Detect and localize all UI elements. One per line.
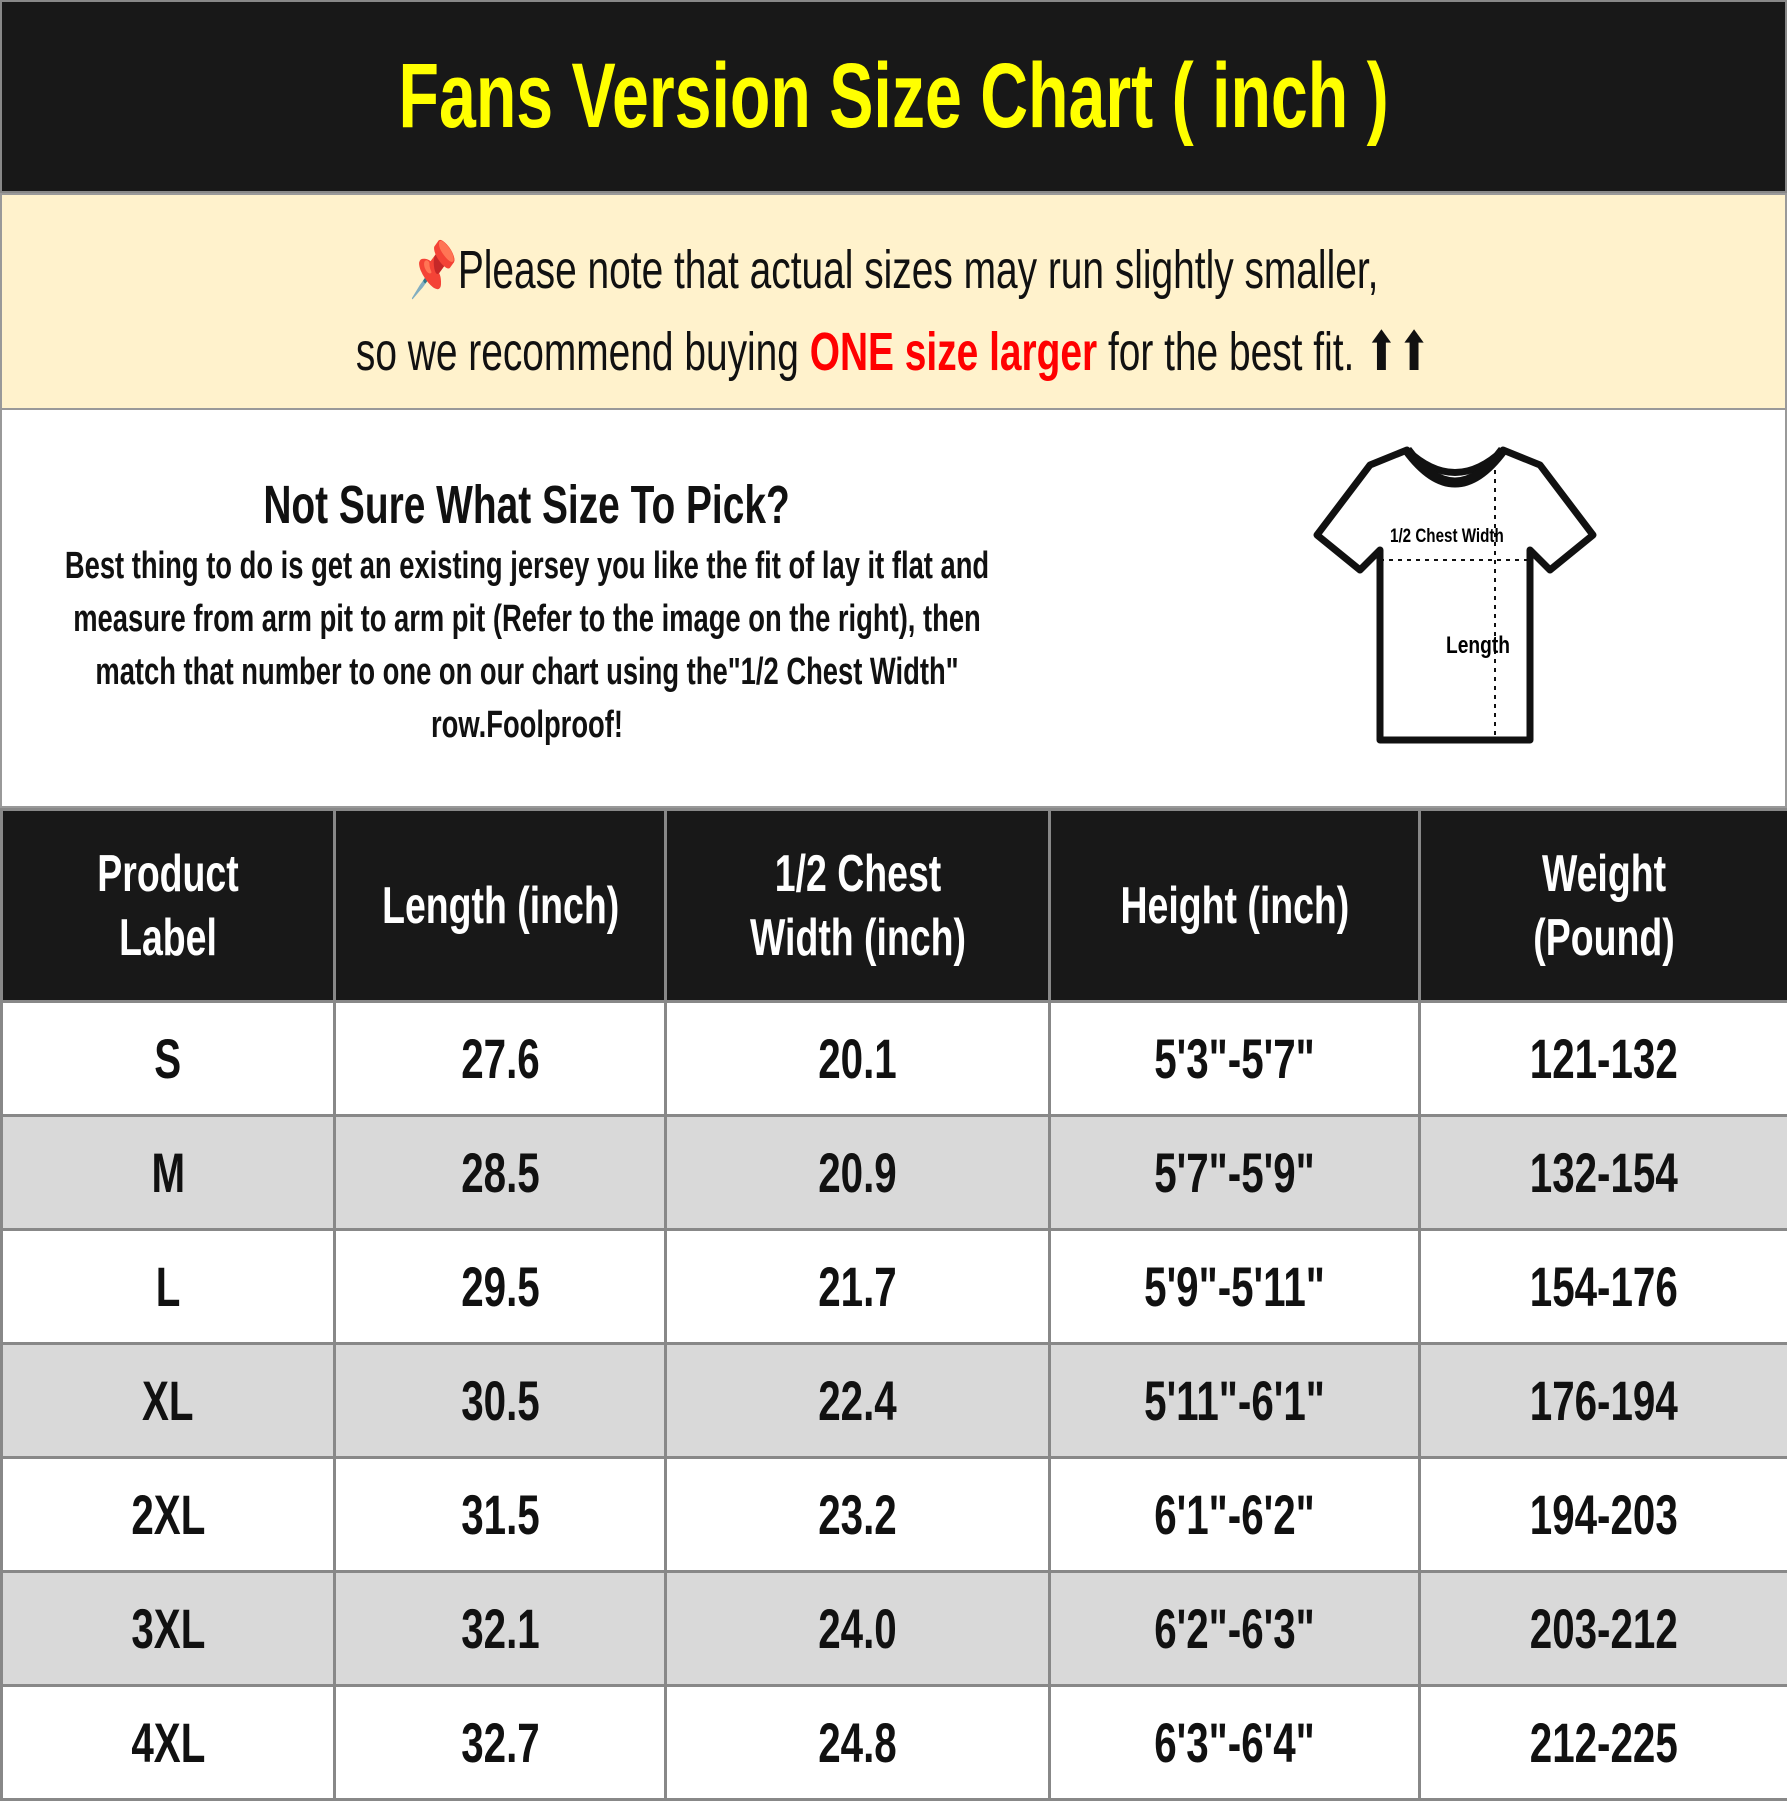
cell-length: 30.5 (335, 1344, 666, 1458)
cell-size: XL (2, 1344, 335, 1458)
cell-size: 3XL (2, 1572, 335, 1686)
cell-chest-width: 23.2 (666, 1458, 1050, 1572)
guide-body: Best thing to do is get an existing jers… (30, 540, 1024, 752)
header-weight: Weight (Pound) (1420, 810, 1787, 1002)
guide-heading: Not Sure What Size To Pick? (264, 470, 790, 540)
up-arrows-icon: ⬆⬆ (1366, 322, 1431, 382)
cell-weight: 132-154 (1420, 1116, 1787, 1230)
length-label: Length (1446, 631, 1510, 659)
cell-length: 32.1 (335, 1572, 666, 1686)
size-note: 📌Please note that actual sizes may run s… (0, 193, 1787, 410)
pushpin-icon: 📌 (409, 240, 457, 300)
cell-size: M (2, 1116, 335, 1230)
cell-weight: 121-132 (1420, 1002, 1787, 1116)
cell-size: S (2, 1002, 335, 1116)
tshirt-diagram-icon: 1/2 Chest Width Length (1310, 440, 1600, 750)
cell-height: 5'11"-6'1" (1050, 1344, 1420, 1458)
cell-chest-width: 24.0 (666, 1572, 1050, 1686)
cell-chest-width: 20.9 (666, 1116, 1050, 1230)
cell-length: 32.7 (335, 1686, 666, 1800)
cell-height: 5'7"-5'9" (1050, 1116, 1420, 1230)
cell-length: 31.5 (335, 1458, 666, 1572)
page-title: Fans Version Size Chart ( inch ) (0, 0, 1787, 193)
cell-height: 5'3"-5'7" (1050, 1002, 1420, 1116)
cell-chest-width: 24.8 (666, 1686, 1050, 1800)
cell-size: 4XL (2, 1686, 335, 1800)
cell-height: 6'3"-6'4" (1050, 1686, 1420, 1800)
cell-size: L (2, 1230, 335, 1344)
cell-chest-width: 20.1 (666, 1002, 1050, 1116)
cell-length: 28.5 (335, 1116, 666, 1230)
header-height: Height (inch) (1050, 810, 1420, 1002)
cell-weight: 212-225 (1420, 1686, 1787, 1800)
cell-chest-width: 21.7 (666, 1230, 1050, 1344)
cell-weight: 203-212 (1420, 1572, 1787, 1686)
cell-height: 5'9"-5'11" (1050, 1230, 1420, 1344)
cell-length: 27.6 (335, 1002, 666, 1116)
header-product-label: Product Label (2, 810, 335, 1002)
cell-height: 6'2"-6'3" (1050, 1572, 1420, 1686)
header-length: Length (inch) (335, 810, 666, 1002)
cell-weight: 194-203 (1420, 1458, 1787, 1572)
chest-width-label: 1/2 Chest Width (1390, 524, 1504, 546)
size-table: Product Label Length (inch) 1/2 Chest Wi… (0, 808, 1787, 1801)
cell-size: 2XL (2, 1458, 335, 1572)
cell-length: 29.5 (335, 1230, 666, 1344)
cell-chest-width: 22.4 (666, 1344, 1050, 1458)
cell-weight: 154-176 (1420, 1230, 1787, 1344)
header-chest-width: 1/2 Chest Width (inch) (666, 810, 1050, 1002)
cell-weight: 176-194 (1420, 1344, 1787, 1458)
highlight-text: ONE size larger (810, 322, 1097, 382)
cell-height: 6'1"-6'2" (1050, 1458, 1420, 1572)
